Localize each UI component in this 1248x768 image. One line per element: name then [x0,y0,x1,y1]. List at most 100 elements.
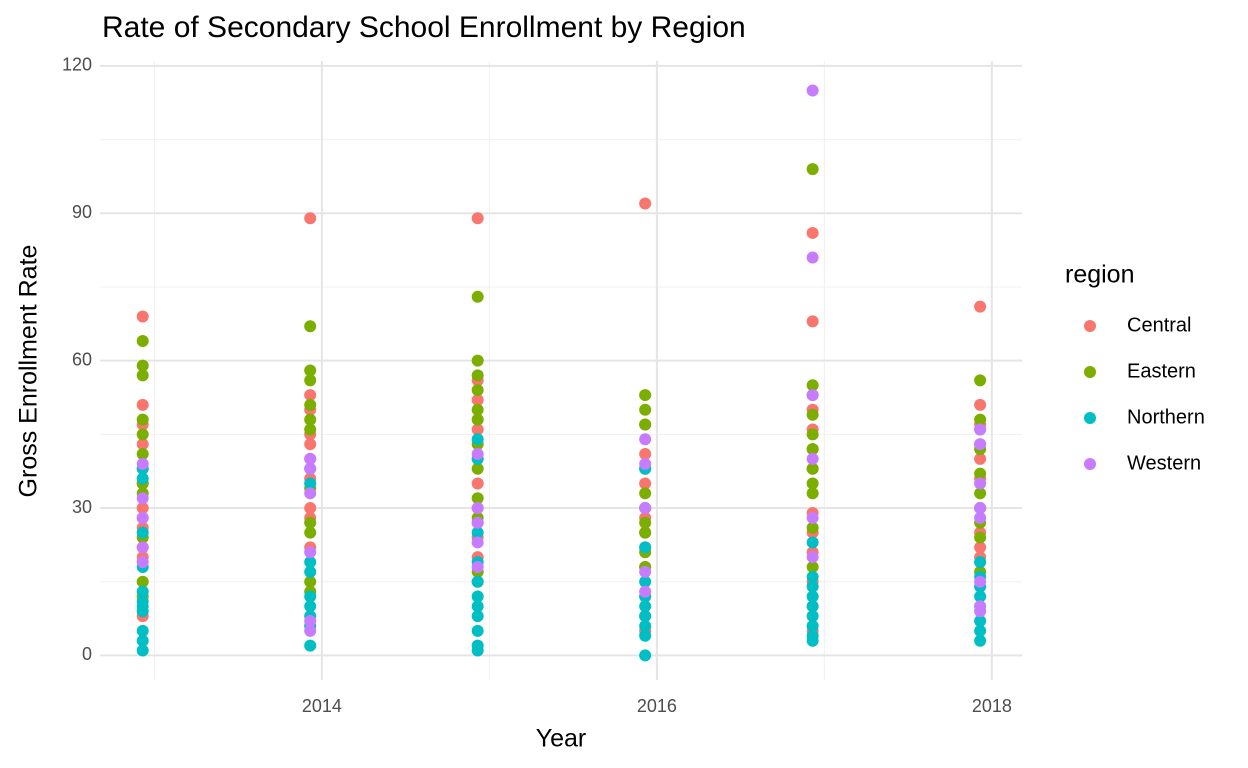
point [806,511,819,524]
point [639,619,652,632]
point [136,634,149,647]
point [974,634,987,647]
x-axis-label: Year [536,725,587,753]
point [471,610,484,623]
point [471,536,484,549]
point [471,590,484,603]
point [639,457,652,470]
point [471,413,484,426]
point [639,629,652,642]
point [974,615,987,628]
point [304,600,317,613]
point [974,511,987,524]
point [136,310,149,323]
point [806,408,819,421]
point [806,619,819,632]
point [136,413,149,426]
point [974,374,987,387]
point [639,197,652,210]
x-tick-label: 2014 [302,696,342,716]
point [639,600,652,613]
point [471,600,484,613]
point [304,502,317,515]
point [304,639,317,652]
point [136,398,149,411]
point [471,448,484,461]
point [639,502,652,515]
point [974,502,987,515]
point [806,590,819,603]
point [806,462,819,475]
point [304,575,317,588]
legend-title: region [1065,261,1135,289]
point [471,369,484,382]
point [639,516,652,529]
point [806,251,819,264]
point [471,462,484,475]
point [304,590,317,603]
point [304,452,317,465]
point [974,531,987,544]
point [304,438,317,451]
point [304,374,317,387]
point [974,556,987,569]
chart-title: Rate of Secondary School Enrollment by R… [102,11,746,44]
y-tick-label: 60 [72,349,92,369]
point [471,384,484,397]
legend-label: Central [1127,314,1191,336]
point [304,624,317,637]
y-tick-label: 90 [72,202,92,222]
point [806,610,819,623]
point [806,452,819,465]
legend-label: Eastern [1127,360,1196,382]
point [639,433,652,446]
point [974,398,987,411]
point [806,84,819,97]
point [136,472,149,485]
point [639,403,652,416]
point [639,487,652,500]
point [806,477,819,490]
point [639,526,652,539]
point [471,423,484,436]
point [136,502,149,515]
point [471,354,484,367]
point [806,600,819,613]
point [806,443,819,456]
point [304,423,317,436]
point [639,418,652,431]
point [974,624,987,637]
point [974,477,987,490]
point [639,585,652,598]
y-tick-label: 30 [72,497,92,517]
point [974,487,987,500]
point [471,516,484,529]
point [136,541,149,554]
point [806,536,819,549]
point [304,462,317,475]
point [471,644,484,657]
point [639,610,652,623]
point [136,644,149,657]
legend-label: Northern [1127,406,1205,428]
point [974,452,987,465]
point [304,565,317,578]
point [304,546,317,559]
point [806,634,819,647]
point [471,212,484,225]
point [304,364,317,377]
point [471,561,484,574]
point [471,575,484,588]
point [639,565,652,578]
point [974,438,987,451]
point [471,477,484,490]
point [304,477,317,490]
point [806,551,819,564]
point [639,575,652,588]
point [304,615,317,628]
point [639,389,652,402]
point [639,541,652,554]
point [304,413,317,426]
point [136,335,149,348]
